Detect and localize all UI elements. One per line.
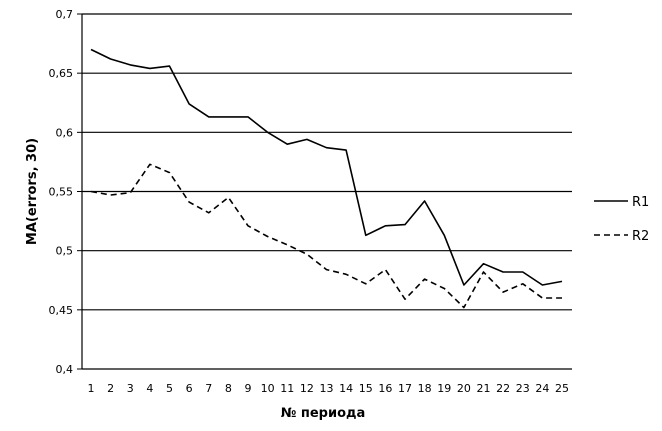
- x-tick-label: 17: [398, 382, 412, 395]
- x-tick-label: 24: [535, 382, 549, 395]
- x-tick-label: 9: [245, 382, 252, 395]
- axes: [77, 13, 572, 370]
- legend-label-r2: R2: [632, 229, 649, 244]
- x-tick-label: 16: [378, 382, 392, 395]
- x-tick-label: 1: [88, 382, 95, 395]
- y-tick-labels: 0,4 0,45 0,5 0,55 0,6 0,65 0,7: [49, 8, 74, 376]
- gridlines: [82, 13, 572, 311]
- y-tick-label: 0,45: [49, 304, 74, 317]
- x-tick-labels: 1 2 3 4 5 6 7 8 9 10 11 12 13 14 15 16 17 18 19 20 21 22 23 24 2…: [88, 382, 570, 395]
- x-tick-label: 11: [280, 382, 294, 395]
- y-tick-label: 0,55: [49, 186, 74, 199]
- x-tick-label: 12: [300, 382, 314, 395]
- x-tick-label: 15: [359, 382, 373, 395]
- legend: R1 R2: [594, 195, 649, 244]
- x-tick-label: 4: [146, 382, 153, 395]
- x-tick-label: 14: [339, 382, 353, 395]
- series-line-r2: [90, 163, 562, 309]
- x-tick-label: 2: [107, 382, 114, 395]
- x-tick-label: 13: [320, 382, 334, 395]
- x-tick-label: 8: [225, 382, 232, 395]
- y-tick-label: 0,6: [56, 126, 74, 139]
- y-axis-title: MA(errors, 30): [25, 138, 40, 245]
- y-tick-label: 0,65: [49, 67, 74, 80]
- x-tick-label: 21: [477, 382, 491, 395]
- legend-label-r1: R1: [632, 195, 649, 210]
- x-tick-label: 20: [457, 382, 471, 395]
- x-axis-title: № периода: [281, 406, 366, 421]
- x-tick-label: 18: [418, 382, 432, 395]
- x-tick-label: 23: [516, 382, 530, 395]
- x-tick-label: 22: [496, 382, 510, 395]
- y-tick-label: 0,7: [56, 8, 74, 21]
- series-lines: [90, 48, 563, 309]
- x-tick-label: 6: [186, 382, 193, 395]
- y-tick-label: 0,4: [56, 363, 74, 376]
- x-tick-label: 3: [127, 382, 134, 395]
- x-tick-label: 19: [437, 382, 451, 395]
- x-tick-label: 7: [205, 382, 212, 395]
- x-tick-label: 25: [555, 382, 569, 395]
- x-tick-label: 5: [166, 382, 173, 395]
- x-tick-label: 10: [261, 382, 275, 395]
- series-line-r1: [90, 48, 563, 286]
- y-tick-label: 0,5: [56, 245, 74, 258]
